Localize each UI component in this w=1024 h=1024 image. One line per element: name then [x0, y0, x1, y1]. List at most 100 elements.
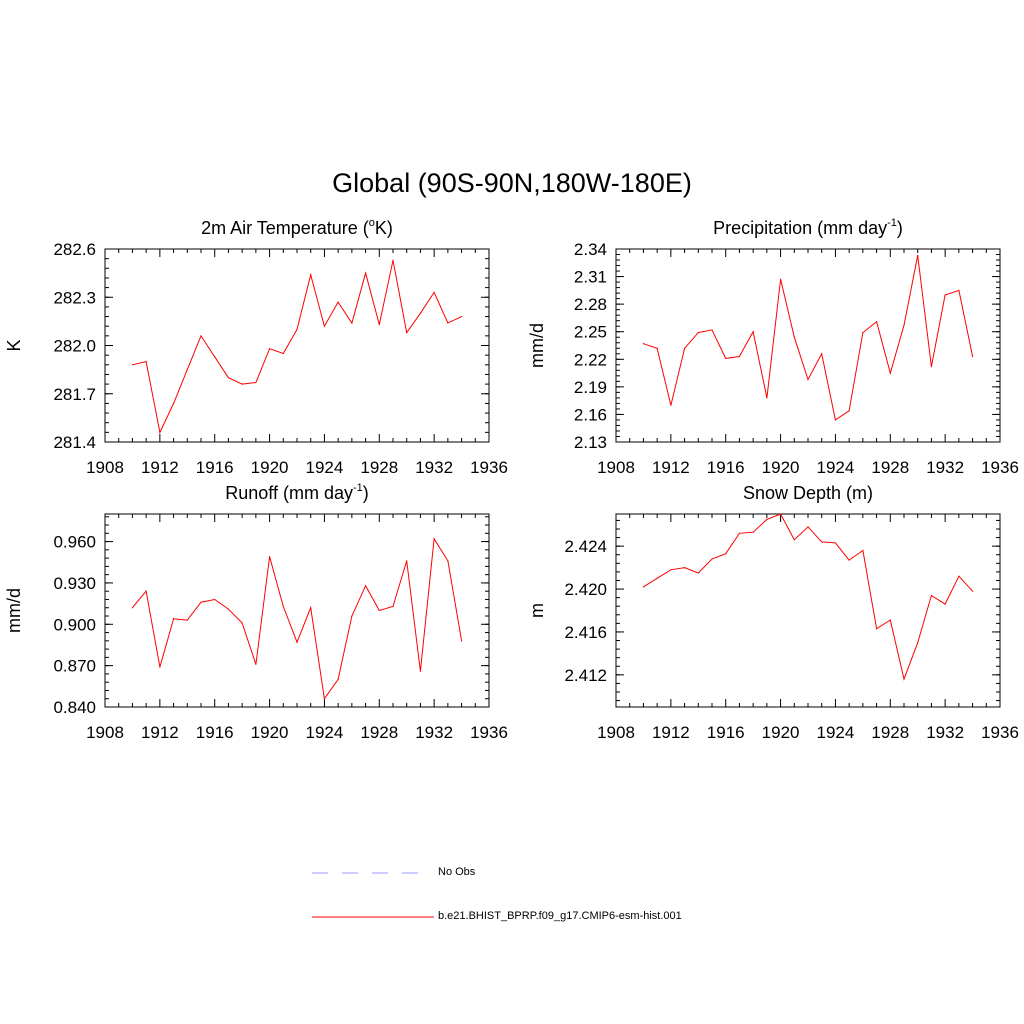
y-axis-label: K [4, 339, 24, 351]
data-point [268, 348, 271, 350]
data-point [406, 560, 408, 562]
y-tick-label: 2.16 [574, 405, 607, 424]
y-tick-label: 282.6 [53, 240, 96, 259]
data-point [752, 331, 754, 333]
data-point [875, 628, 878, 630]
panel-title-tail: ) [362, 483, 369, 503]
data-point [642, 343, 645, 345]
panel-title-tail: K) [374, 218, 393, 238]
legend-label-model: b.e21.BHIST_BPRP.f09_g17.CMIP6-esm-hist.… [438, 910, 682, 922]
data-point [419, 312, 422, 314]
data-point [172, 402, 175, 404]
data-point [323, 325, 326, 327]
panel-title-tail: ) [896, 218, 903, 238]
data-point [889, 619, 891, 621]
data-point [200, 601, 202, 603]
data-point [793, 539, 795, 541]
data-point [834, 542, 837, 544]
data-point [378, 323, 380, 326]
data-point [186, 369, 188, 371]
data-point [821, 541, 823, 543]
data-point [241, 383, 243, 385]
data-point [683, 347, 686, 349]
y-tick-label: 2.28 [574, 295, 607, 314]
y-tick-label: 2.22 [574, 350, 607, 369]
x-tick-label: 1936 [981, 458, 1019, 477]
x-tick-label: 1916 [196, 723, 234, 742]
data-point [807, 378, 809, 381]
plot-frame-snow-depth [615, 513, 1001, 708]
y-tick-label: 0.930 [53, 574, 96, 593]
panel-title-temperature: 2m Air Temperature (oK) [105, 217, 489, 239]
data-point [793, 336, 795, 338]
data-point [697, 332, 699, 334]
x-tick-label: 1920 [251, 723, 289, 742]
data-point [779, 278, 782, 280]
x-tick-label: 1936 [981, 723, 1019, 742]
y-tick-label: 281.4 [53, 433, 96, 452]
data-point [172, 618, 175, 620]
x-tick-label: 1908 [597, 723, 635, 742]
data-point [433, 538, 435, 540]
x-tick-label: 1920 [762, 458, 800, 477]
data-point [282, 352, 284, 355]
data-point [364, 585, 367, 587]
data-point [145, 590, 147, 592]
plot-frame-temperature [104, 248, 490, 443]
data-point [930, 594, 933, 597]
x-tick-label: 1912 [141, 723, 179, 742]
y-tick-label: 0.840 [53, 698, 96, 717]
data-point [214, 598, 216, 601]
x-tick-label: 1908 [86, 723, 124, 742]
data-point [875, 321, 878, 323]
x-tick-label: 1932 [926, 723, 964, 742]
data-point [944, 294, 946, 296]
panel-title-sup: -1 [352, 482, 363, 494]
data-point [159, 666, 161, 668]
data-point [460, 315, 463, 318]
panel-title-text: Precipitation (mm day [713, 218, 888, 238]
x-tick-label: 1916 [707, 458, 745, 477]
data-point [683, 567, 686, 569]
y-tick-label: 282.0 [53, 337, 96, 356]
x-tick-label: 1936 [470, 458, 508, 477]
data-point [656, 347, 658, 349]
data-point [310, 607, 312, 609]
data-point [337, 301, 339, 303]
x-tick-label: 1928 [871, 458, 909, 477]
panel-title-snow-depth: Snow Depth (m) [616, 483, 1000, 504]
y-tick-label: 2.13 [574, 433, 607, 452]
y-tick-label: 281.7 [53, 385, 96, 404]
x-tick-label: 1928 [360, 723, 398, 742]
panel-title-sup: -1 [887, 217, 897, 229]
data-point [862, 332, 864, 334]
x-tick-label: 1916 [196, 458, 234, 477]
data-point [131, 607, 134, 609]
data-point [159, 431, 161, 433]
x-tick-label: 1912 [652, 723, 690, 742]
x-tick-label: 1912 [652, 458, 690, 477]
data-point [310, 274, 312, 276]
data-point [944, 603, 946, 605]
panel-title-text: Runoff (mm day [225, 483, 353, 503]
data-point [958, 575, 960, 577]
data-point [227, 377, 230, 379]
y-tick-label: 2.31 [574, 268, 607, 287]
data-point [930, 366, 933, 368]
data-point [227, 608, 230, 610]
data-point [241, 622, 243, 624]
x-tick-label: 1932 [926, 458, 964, 477]
data-point [958, 289, 960, 291]
data-point [779, 513, 782, 515]
data-point [296, 641, 298, 643]
data-point [406, 332, 408, 334]
data-point [903, 678, 905, 680]
data-point [351, 615, 353, 617]
figure-title: Global (90S-90N,180W-180E) [332, 168, 692, 198]
x-tick-label: 1932 [415, 458, 453, 477]
y-tick-label: 2.25 [574, 323, 607, 342]
legend-label-no-obs: No Obs [438, 866, 476, 878]
x-tick-label: 1908 [86, 458, 124, 477]
